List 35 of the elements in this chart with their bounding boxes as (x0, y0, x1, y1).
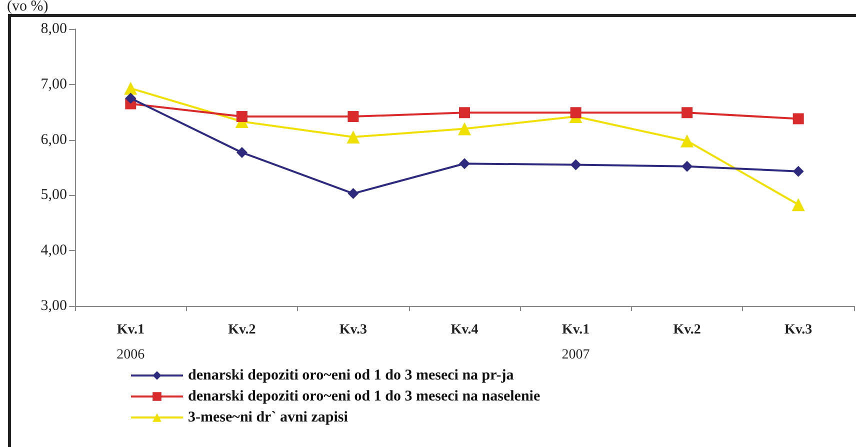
point (458, 122, 471, 136)
point (682, 160, 693, 172)
legend-label: denarski depoziti oro~eni od 1 do 3 meseci na pr-ja (188, 368, 514, 384)
point (124, 82, 138, 95)
y-tick-label: 3,00 (40, 298, 67, 314)
point (125, 92, 136, 104)
legend-label: 3-mese~ni dr` avni zapisi (188, 410, 348, 426)
point (459, 107, 470, 118)
point (348, 188, 359, 200)
point (570, 159, 582, 170)
point (680, 134, 694, 148)
y-axis-title: (vo %) (7, 0, 48, 14)
point (792, 166, 804, 177)
point (459, 158, 470, 170)
x-tick-label: Kv.2 (673, 322, 701, 338)
y-tick-label: 4,00 (40, 242, 67, 259)
point (792, 198, 805, 212)
point (348, 111, 359, 122)
point (346, 130, 360, 144)
x-tick-label: Kv.4 (450, 322, 478, 338)
x-tick-label: Kv.1 2006 (116, 322, 145, 362)
x-tick-label: Kv.1 2007 (562, 322, 590, 362)
y-tick-label: 7,00 (40, 76, 67, 92)
x-tick-label: Kv.3 (784, 322, 812, 338)
y-tick-label: 6,00 (40, 132, 67, 148)
point (236, 147, 248, 158)
point (792, 113, 804, 124)
legend-label: denarski depoziti oro~eni od 1 do 3 meseci na naselenie (188, 388, 540, 404)
point (236, 111, 248, 122)
point (570, 107, 582, 118)
x-tick-label: Kv.3 (339, 322, 368, 338)
y-tick-label: 5,00 (40, 187, 67, 204)
y-tick-label: 8,00 (40, 21, 67, 37)
x-tick-label: Kv.2 (228, 322, 256, 338)
point (682, 107, 693, 118)
